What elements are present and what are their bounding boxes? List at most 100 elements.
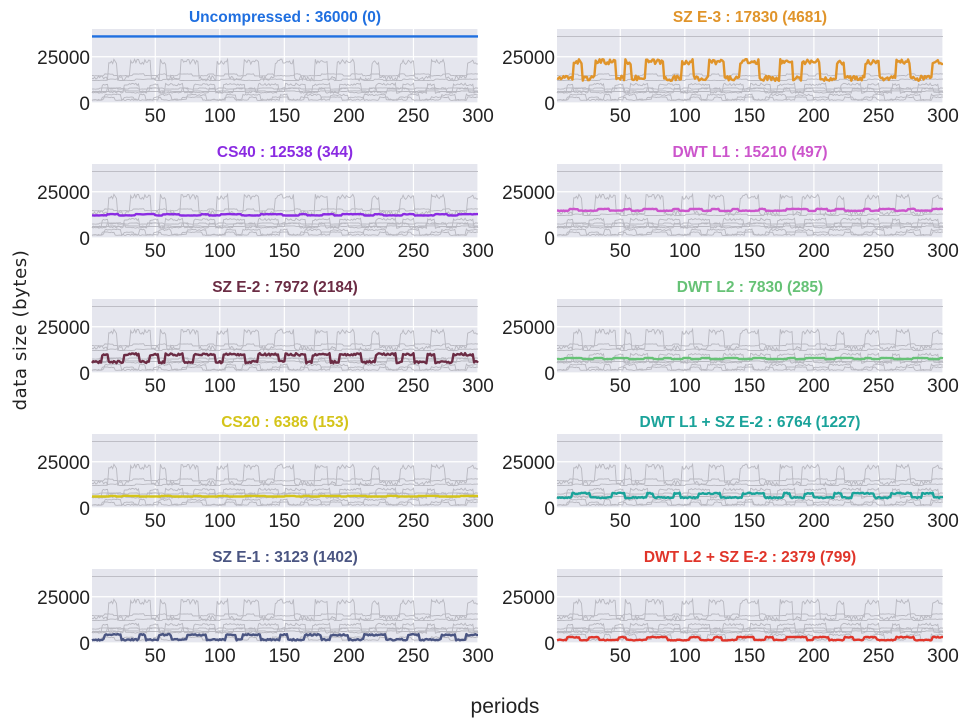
context-line-sz-e-2 xyxy=(556,81,944,95)
x-tick-label: 250 xyxy=(398,376,430,397)
y-tick-label: 25000 xyxy=(502,183,555,204)
context-line-dwt-l2-sz-e-2 xyxy=(556,501,944,506)
context-line-cs40 xyxy=(91,483,478,487)
x-tick-label: 150 xyxy=(269,106,301,127)
context-line-sz-e-3 xyxy=(91,462,479,488)
x-tick-label: 250 xyxy=(863,646,895,667)
series-line xyxy=(556,356,944,361)
context-line-sz-e-1 xyxy=(556,228,943,237)
x-tick-label: 200 xyxy=(333,376,365,397)
context-line-dwt-l1 xyxy=(556,343,944,347)
context-line-sz-e-2 xyxy=(91,486,479,500)
context-line-dwt-l2-sz-e-2 xyxy=(91,231,479,236)
context-line-cs40 xyxy=(556,483,943,487)
context-line-dwt-l1-sz-e-2 xyxy=(91,626,478,634)
x-tick-label: 50 xyxy=(145,106,166,127)
context-line-sz-e-1 xyxy=(91,228,478,237)
x-tick-label: 150 xyxy=(269,241,301,262)
panel-title: DWT L1 : 15210 (497) xyxy=(672,144,827,161)
x-tick-label: 200 xyxy=(333,646,365,667)
x-tick-label: 100 xyxy=(669,646,701,667)
context-line-sz-e-1 xyxy=(556,93,943,102)
x-tick-label: 150 xyxy=(734,646,766,667)
context-line-cs20 xyxy=(556,360,944,362)
context-line-dwt-l1 xyxy=(91,73,479,77)
context-line-sz-e-2 xyxy=(91,621,479,635)
x-tick-label: 300 xyxy=(927,646,959,667)
panel-dwt-l2-sz-e-2: DWT L2 + SZ E-2 : 2379 (799) 50 100 150 200 2… xyxy=(502,549,959,667)
y-tick-label: 25000 xyxy=(502,453,555,474)
x-tick-label: 150 xyxy=(734,106,766,127)
x-tick-label: 200 xyxy=(798,511,830,532)
x-tick-label: 300 xyxy=(927,511,959,532)
context-line-sz-e-2 xyxy=(556,216,944,230)
x-tick-label: 200 xyxy=(798,376,830,397)
x-tick-label: 200 xyxy=(333,106,365,127)
series-line xyxy=(556,207,944,213)
x-tick-label: 100 xyxy=(669,376,701,397)
x-tick-label: 250 xyxy=(398,511,430,532)
y-tick-label: 0 xyxy=(79,229,90,250)
x-tick-label: 50 xyxy=(145,376,166,397)
x-tick-label: 250 xyxy=(863,511,895,532)
panel-title: SZ E-3 : 17830 (4681) xyxy=(673,9,827,26)
panel-title: DWT L2 + SZ E-2 : 2379 (799) xyxy=(644,549,856,566)
y-tick-label: 25000 xyxy=(37,588,90,609)
x-tick-label: 200 xyxy=(333,511,365,532)
context-line-sz-e-3 xyxy=(91,597,479,623)
context-line-cs20 xyxy=(91,225,479,227)
context-line-dwt-l1-sz-e-2 xyxy=(91,86,478,94)
panel-sz-e-2: SZ E-2 : 7972 (2184) 50 100 150 200 250 300 0 25… xyxy=(37,279,494,397)
context-line-dwt-l2-sz-e-2 xyxy=(91,501,479,506)
y-tick-label: 0 xyxy=(79,364,90,385)
context-line-dwt-l1 xyxy=(91,343,479,347)
x-tick-label: 50 xyxy=(610,241,631,262)
panel-cs40: CS40 : 12538 (344) 50 100 150 200 250 300 0 2500… xyxy=(37,144,494,262)
x-tick-label: 100 xyxy=(204,376,236,397)
panel-dwt-l1: DWT L1 : 15210 (497) 50 100 150 200 250 300 0 25… xyxy=(502,144,959,262)
y-axis-label: data size (bytes) xyxy=(10,250,31,411)
context-line-dwt-l2-sz-e-2 xyxy=(91,636,479,641)
x-tick-label: 150 xyxy=(734,511,766,532)
context-line-dwt-l1-sz-e-2 xyxy=(556,86,943,94)
context-line-dwt-l1-sz-e-2 xyxy=(556,626,943,634)
y-tick-label: 25000 xyxy=(502,588,555,609)
context-line-sz-e-3 xyxy=(556,462,944,488)
context-line-dwt-l1 xyxy=(91,478,479,482)
context-line-sz-e-1 xyxy=(556,498,943,507)
x-tick-label: 100 xyxy=(204,511,236,532)
panel-title: SZ E-2 : 7972 (2184) xyxy=(212,279,358,296)
series-line xyxy=(556,58,944,83)
context-line-dwt-l1 xyxy=(556,613,944,617)
y-tick-label: 25000 xyxy=(37,453,90,474)
series-line xyxy=(556,491,943,500)
panel-sz-e-1: SZ E-1 : 3123 (1402) 50 100 150 200 250 300 0 25… xyxy=(37,549,494,667)
x-tick-label: 250 xyxy=(398,106,430,127)
y-tick-label: 0 xyxy=(79,94,90,115)
x-tick-label: 150 xyxy=(269,511,301,532)
x-tick-label: 300 xyxy=(927,376,959,397)
x-tick-label: 50 xyxy=(610,376,631,397)
panel-title: DWT L2 : 7830 (285) xyxy=(677,279,823,296)
y-tick-label: 0 xyxy=(544,634,555,655)
x-tick-label: 150 xyxy=(734,376,766,397)
panel-title: DWT L1 + SZ E-2 : 6764 (1227) xyxy=(640,414,861,431)
context-line-sz-e-1 xyxy=(91,93,478,102)
series-line xyxy=(91,352,479,365)
context-line-dwt-l2-sz-e-2 xyxy=(556,96,944,101)
x-axis-label: periods xyxy=(471,695,540,718)
x-tick-label: 50 xyxy=(610,511,631,532)
y-tick-label: 25000 xyxy=(502,48,555,69)
context-line-cs40 xyxy=(91,348,478,352)
panel-dwt-l1-sz-e-2: DWT L1 + SZ E-2 : 6764 (1227) 50 100 150 200… xyxy=(502,414,959,532)
y-tick-label: 0 xyxy=(79,634,90,655)
panel-title: CS40 : 12538 (344) xyxy=(217,144,353,161)
x-tick-label: 300 xyxy=(462,241,494,262)
context-line-sz-e-1 xyxy=(556,633,943,642)
series-line xyxy=(556,635,944,642)
x-tick-label: 200 xyxy=(798,646,830,667)
panel-cs20: CS20 : 6386 (153) 50 100 150 200 250 300 0 25000 xyxy=(37,414,494,532)
context-line-sz-e-3 xyxy=(91,192,479,218)
x-tick-label: 300 xyxy=(462,646,494,667)
y-tick-label: 0 xyxy=(79,499,90,520)
